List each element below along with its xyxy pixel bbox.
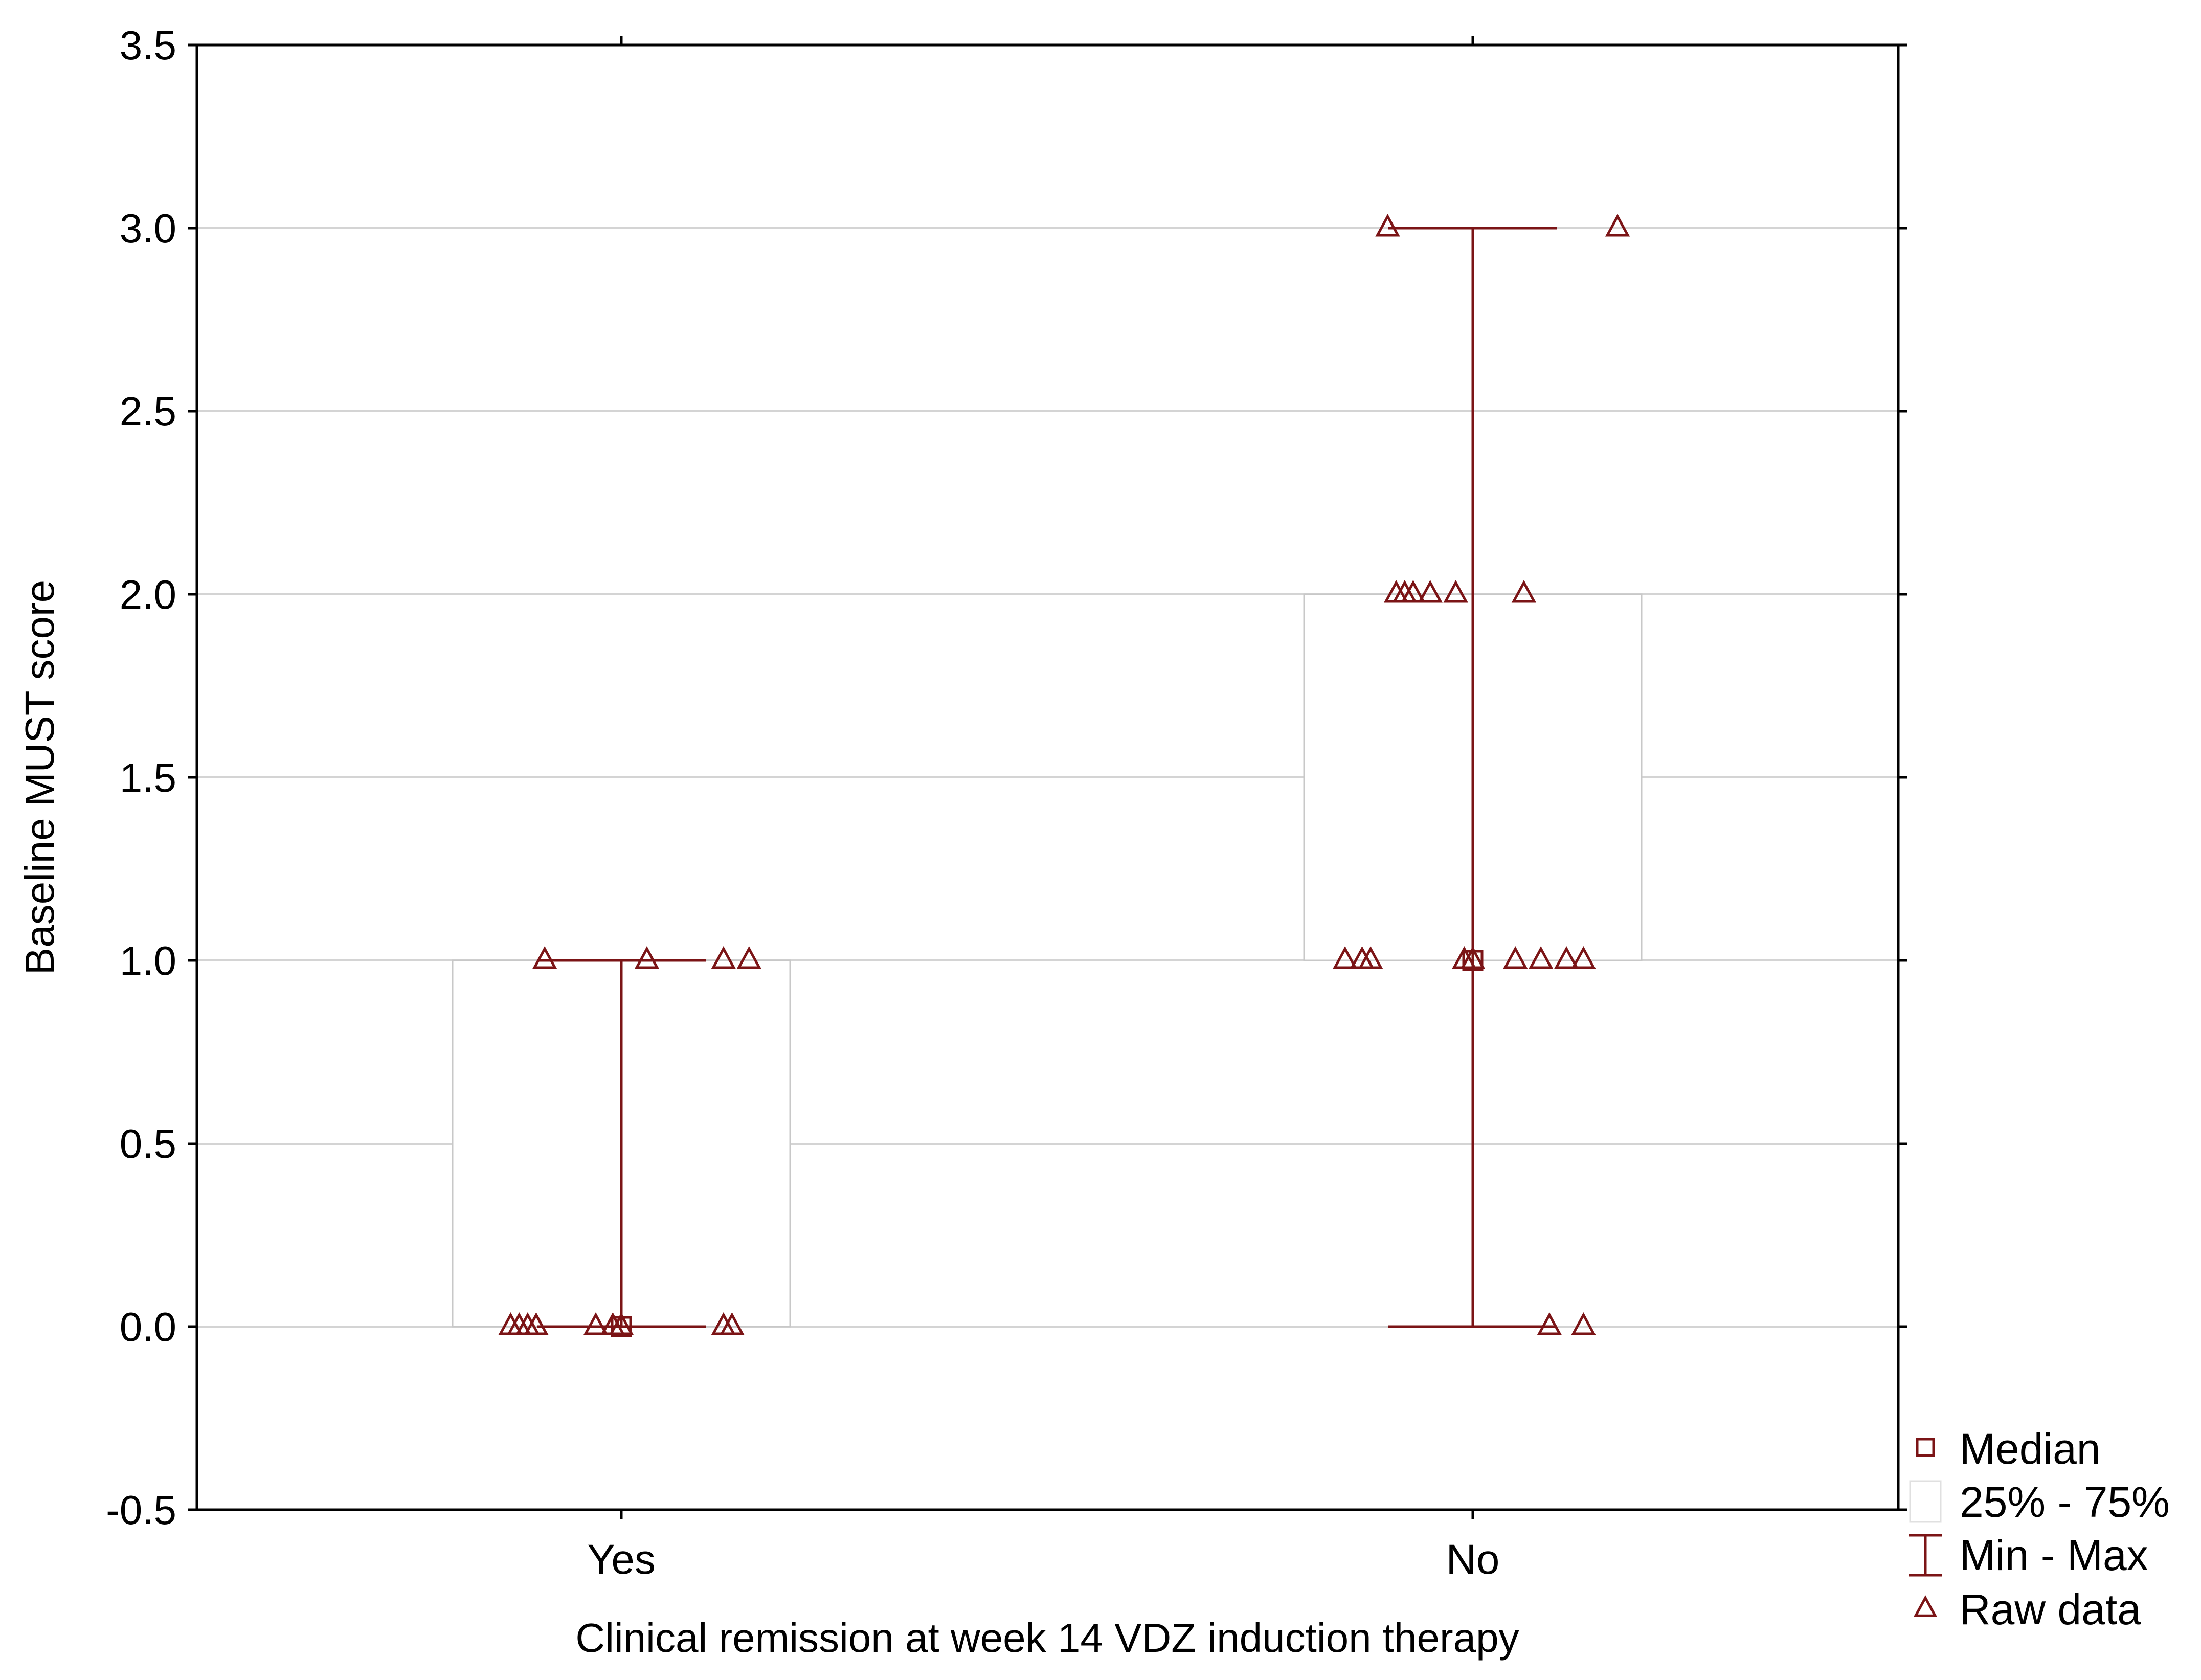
raw-data-point: [1571, 946, 1596, 969]
raw-data-point: [711, 946, 736, 969]
raw-data-point: [1605, 213, 1630, 237]
raw-data-point: [583, 1312, 609, 1335]
whiskers: [537, 227, 1557, 1328]
y-axis-title: Baseline MUST score: [17, 580, 62, 975]
raw-data-point: [1537, 1312, 1562, 1335]
legend-label-iqr: 25% - 75%: [1960, 1478, 2170, 1526]
raw-data-point: [532, 946, 557, 969]
legend-label-range: Min - Max: [1960, 1531, 2148, 1579]
y-tick-label: 0.5: [120, 1121, 176, 1167]
x-tick-label: Yes: [587, 1536, 656, 1583]
raw-data-point: [720, 1312, 745, 1335]
raw-data-point: [1375, 213, 1400, 237]
raw-data-point: [1571, 1312, 1596, 1335]
legend-median-swatch: [1916, 1438, 1935, 1457]
y-tick-label: 3.5: [120, 23, 176, 68]
raw-data-point: [736, 946, 761, 969]
x-axis-ticks: Yes No: [587, 36, 1499, 1583]
raw-data-point: [1443, 579, 1468, 603]
y-tick-label: -0.5: [106, 1487, 176, 1533]
raw-data-point: [1503, 946, 1528, 969]
y-tick-label: 1.0: [120, 938, 176, 983]
raw-data-point: [609, 1312, 634, 1335]
median-marker: [1462, 950, 1484, 971]
raw-data-point: [1511, 579, 1537, 603]
x-axis-title: Clinical remission at week 14 VDZ induct…: [575, 1615, 1519, 1661]
raw-data-point: [1460, 946, 1486, 969]
raw-data-point: [524, 1312, 549, 1335]
y-tick-label: 1.5: [120, 755, 176, 800]
raw-data-point: [634, 946, 660, 969]
raw-data-point: [1358, 946, 1383, 969]
median-marker: [611, 1316, 632, 1337]
y-tick-label: 3.0: [120, 206, 176, 251]
y-tick-label: 2.0: [120, 572, 176, 617]
raw-data-point: [1418, 579, 1443, 603]
legend: Median 25% - 75% Min - Max Raw data: [1909, 1425, 2170, 1633]
raw-data-point: [1401, 579, 1426, 603]
x-tick-label: No: [1446, 1536, 1500, 1583]
y-tick-label: 2.5: [120, 389, 176, 434]
raw-data-points: [498, 213, 1630, 1335]
raw-data-point: [1528, 946, 1554, 969]
raw-data-point: [1554, 946, 1579, 969]
legend-label-median: Median: [1960, 1425, 2101, 1473]
raw-data-point: [1333, 946, 1358, 969]
legend-label-raw: Raw data: [1960, 1585, 2141, 1633]
y-axis-ticks: -0.5 0.0 0.5 1.0 1.5 2.0 2.5 3.0 3.5: [106, 23, 1907, 1533]
y-tick-label: 0.0: [120, 1304, 176, 1350]
median-markers: [611, 950, 1484, 1337]
legend-raw-swatch: [1913, 1595, 1938, 1617]
legend-iqr-swatch: [1909, 1480, 1942, 1523]
